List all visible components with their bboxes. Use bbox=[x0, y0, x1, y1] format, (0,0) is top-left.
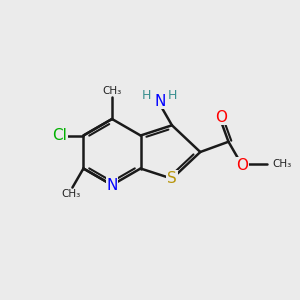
Text: CH₃: CH₃ bbox=[62, 189, 81, 199]
Text: N: N bbox=[106, 178, 118, 193]
Text: CH₃: CH₃ bbox=[272, 159, 292, 169]
Text: H: H bbox=[167, 88, 177, 102]
Text: O: O bbox=[215, 110, 227, 125]
Text: Cl: Cl bbox=[52, 128, 67, 143]
Text: H: H bbox=[141, 88, 151, 102]
Text: S: S bbox=[167, 171, 177, 186]
Text: O: O bbox=[236, 158, 248, 173]
Text: CH₃: CH₃ bbox=[102, 86, 122, 96]
Text: N: N bbox=[154, 94, 166, 109]
